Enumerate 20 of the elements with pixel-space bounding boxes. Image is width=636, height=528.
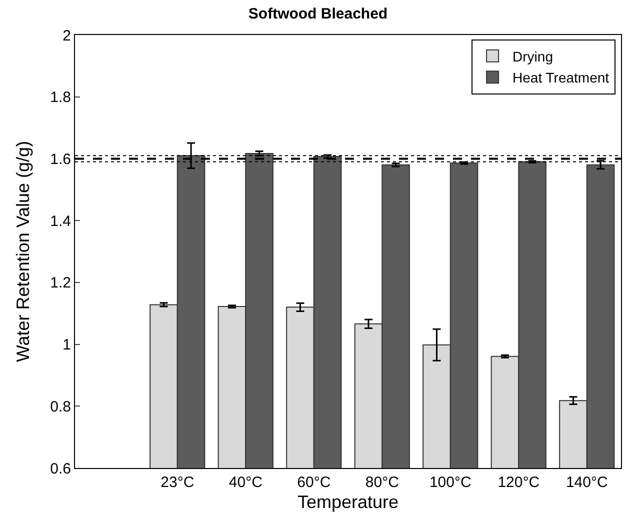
x-tick-label: 80°C xyxy=(365,474,400,491)
y-tick-label: 0.6 xyxy=(50,460,71,478)
x-tick-label: 100°C xyxy=(429,474,472,491)
y-tick-label: 2 xyxy=(62,27,71,44)
x-tick-label: 140°C xyxy=(566,474,608,491)
x-tick-label: 40°C xyxy=(228,474,263,491)
y-tick-label: 1.8 xyxy=(50,89,71,106)
y-tick-label: 0.8 xyxy=(50,398,71,416)
x-tick-label: 120°C xyxy=(498,474,540,491)
y-tick-label: 1 xyxy=(62,336,71,354)
y-tick-label: 1.2 xyxy=(50,274,71,292)
y-tick-label: 1.4 xyxy=(50,212,71,230)
x-axis-title: Temperature xyxy=(297,492,399,512)
legend-label: Drying xyxy=(512,48,554,64)
x-tick-label: 23°C xyxy=(160,474,194,491)
x-tick-label: 60°C xyxy=(297,474,331,491)
y-axis-title: Water Retention Value (g/g) xyxy=(13,140,33,362)
legend-label: Heat Treatment xyxy=(512,70,610,86)
chart-title: Softwood Bleached xyxy=(248,5,388,22)
y-tick-label: 1.6 xyxy=(50,150,71,168)
